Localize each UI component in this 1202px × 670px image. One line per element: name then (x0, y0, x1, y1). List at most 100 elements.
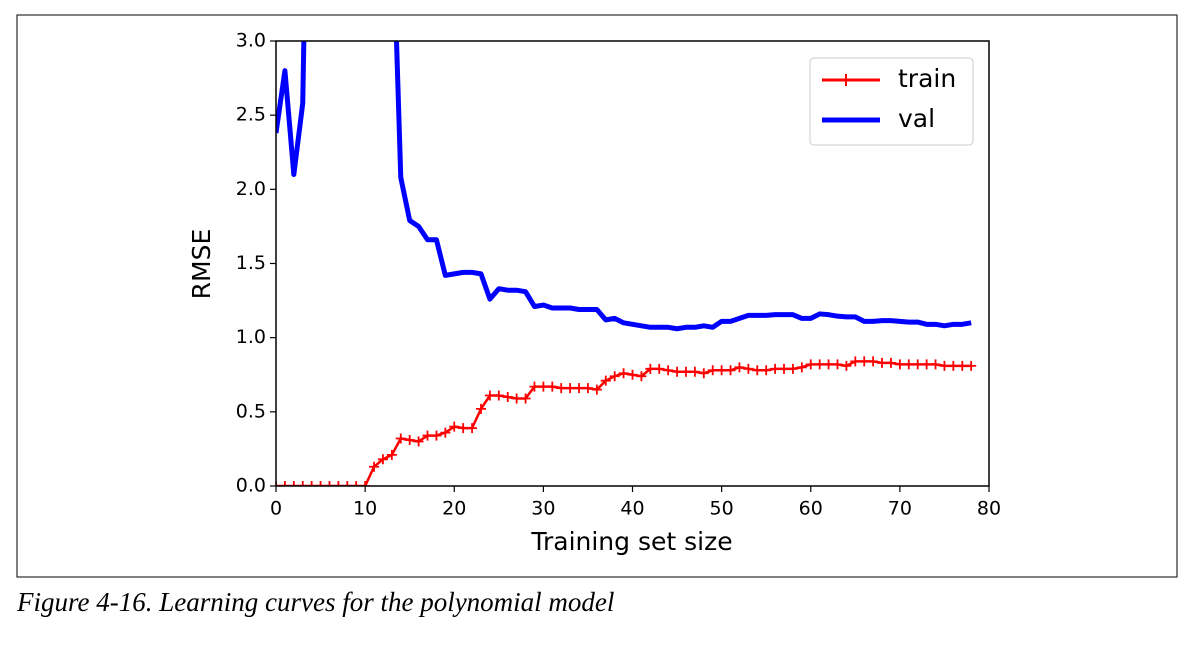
train-marker (565, 383, 576, 394)
train-marker (832, 359, 843, 370)
train-marker (288, 481, 299, 486)
train-marker (796, 362, 807, 373)
x-tick-label: 60 (799, 498, 823, 520)
x-tick-label: 80 (977, 498, 1001, 520)
train-marker (725, 365, 736, 376)
y-tick-label: 1.5 (236, 252, 266, 274)
y-tick-label: 2.0 (236, 178, 266, 200)
train-marker (779, 363, 790, 374)
train-marker (395, 433, 406, 444)
train-marker (859, 356, 870, 367)
y-tick-label: 2.5 (236, 104, 266, 126)
train-marker (431, 430, 442, 441)
plot (276, 41, 977, 486)
train-marker (663, 365, 674, 376)
train-marker (894, 359, 905, 370)
train-marker (654, 363, 665, 374)
figure-frame (16, 14, 1178, 578)
train-marker (957, 360, 968, 371)
train-marker (386, 449, 397, 460)
y-tick-label: 1.0 (236, 326, 266, 348)
y-tick-label: 0.5 (236, 400, 266, 422)
series-group (276, 41, 977, 486)
train-marker (502, 392, 513, 402)
train-marker (467, 423, 478, 434)
train-marker (520, 393, 531, 404)
train-marker (966, 360, 977, 371)
train-marker (511, 393, 522, 404)
train-marker (458, 423, 469, 434)
train-marker (885, 357, 896, 368)
train-marker (315, 481, 326, 486)
train-marker (645, 363, 656, 374)
train-marker (912, 359, 923, 370)
train-marker (636, 371, 647, 382)
val-line (276, 41, 972, 332)
train-marker (877, 357, 888, 368)
x-tick-label: 40 (620, 498, 644, 520)
x-tick-label: 70 (888, 498, 912, 520)
train-marker (556, 383, 567, 394)
x-tick-label: 20 (442, 498, 466, 520)
train-marker (413, 436, 424, 447)
train-marker (734, 362, 745, 373)
train-marker (475, 403, 486, 414)
train-marker (404, 435, 415, 446)
train-marker (770, 363, 781, 374)
train-marker (538, 381, 549, 392)
train-marker (707, 365, 718, 376)
train-marker (600, 375, 611, 386)
train-marker (449, 421, 460, 432)
train-marker (547, 381, 558, 392)
train-marker (787, 363, 798, 374)
y-tick-label: 3.0 (236, 30, 266, 52)
train-marker (930, 359, 941, 370)
x-tick-label: 30 (531, 498, 555, 520)
train-marker (672, 366, 683, 377)
legend-label: train (898, 64, 956, 93)
train-marker (948, 360, 959, 371)
train-marker (761, 365, 772, 376)
train-marker (716, 365, 727, 376)
train-marker (297, 481, 308, 486)
train-marker (868, 356, 879, 367)
x-axis-label: Training set size (530, 527, 732, 556)
train-marker (841, 360, 852, 371)
train-marker (440, 427, 451, 438)
train-marker (591, 384, 602, 395)
train-marker (360, 481, 371, 486)
train-marker (618, 368, 629, 379)
train-marker (306, 481, 317, 486)
train-marker (903, 359, 914, 370)
train-marker (484, 390, 495, 401)
legend: train val (809, 57, 974, 146)
y-axis-label: RMSE (187, 229, 216, 300)
train-marker (805, 359, 816, 370)
train-marker (921, 359, 932, 370)
train-marker (850, 356, 861, 367)
train-marker (279, 481, 290, 486)
caption: Figure 4-16. Learning curves for the pol… (16, 587, 614, 617)
train-marker (582, 383, 593, 394)
train-marker (743, 363, 754, 374)
train-marker (342, 481, 353, 486)
legend-marker (840, 74, 852, 86)
x-tick-label: 10 (353, 498, 377, 520)
legend-label: val (898, 104, 935, 133)
train-marker (333, 481, 344, 486)
train-marker (351, 481, 362, 486)
train-marker (574, 383, 585, 394)
train-marker (627, 369, 638, 380)
train-marker (939, 360, 950, 371)
train-marker (377, 454, 388, 465)
train-marker (752, 365, 763, 376)
x-tick-label: 0 (270, 498, 282, 520)
train-marker (823, 359, 834, 370)
train-line (276, 360, 972, 486)
train-marker (324, 481, 335, 486)
train-marker (689, 366, 700, 377)
train-marker (529, 381, 540, 392)
train-marker (698, 368, 709, 379)
